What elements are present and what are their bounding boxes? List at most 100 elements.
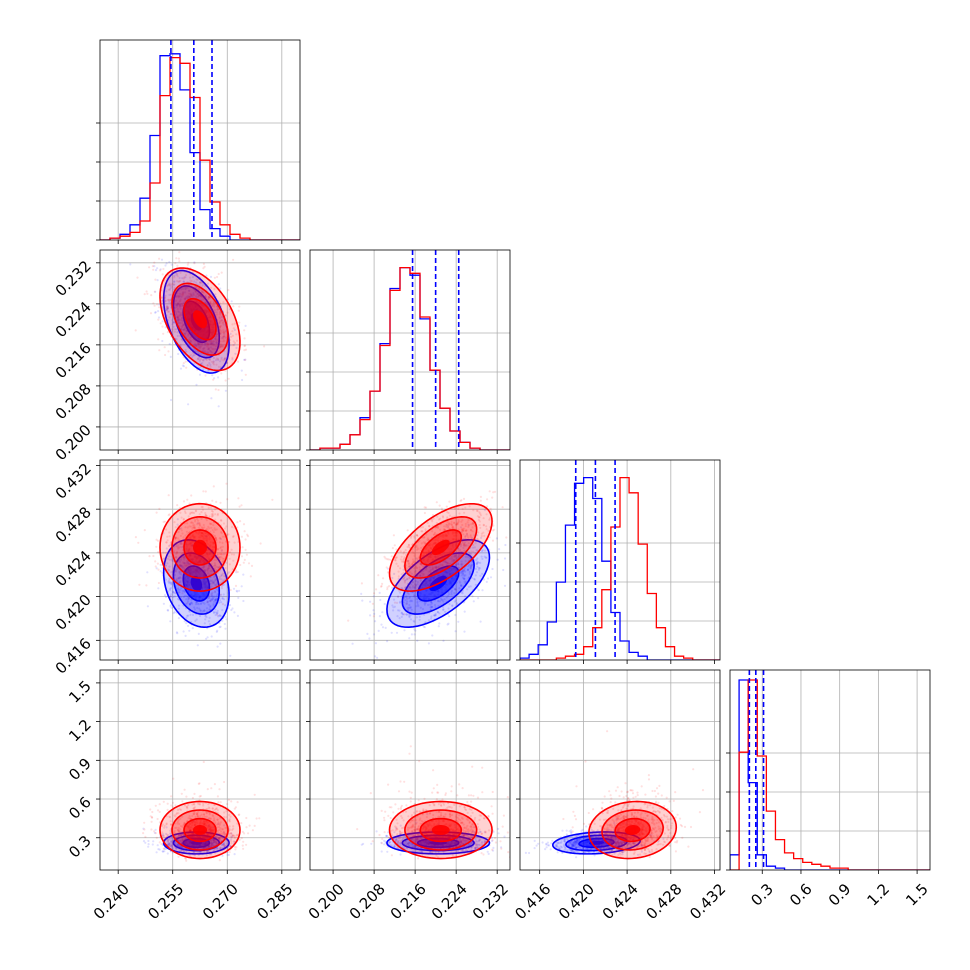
scatter-point [223,574,226,578]
scatter-point [461,507,464,511]
scatter-point [185,563,188,567]
scatter-point [210,580,213,583]
panel-frame [519,459,721,661]
scatter-point [197,343,200,346]
scatter-point [410,608,413,612]
y-tick-label: 0.420 [52,591,95,634]
scatter-point [180,542,183,546]
scatter-point [393,544,396,547]
scatter-point [182,517,185,521]
scatter-point [381,611,384,614]
scatter-point [471,563,474,566]
scatter-point [206,601,209,604]
scatter-point [209,844,213,847]
scatter-point [164,264,167,267]
scatter-point [227,571,230,574]
scatter-point [462,573,465,576]
scatter-point [407,593,410,596]
scatter-point [212,301,215,304]
scatter-point [206,569,209,572]
scatter-point [175,579,178,582]
scatter-point [166,284,169,288]
scatter-point [461,576,464,579]
scatter-point [199,358,203,361]
scatter-point [178,260,181,263]
panel-content [310,460,510,660]
scatter-point [215,357,218,360]
scatter-point [190,353,193,356]
scatter-point [188,562,192,565]
scatter-point [195,281,198,284]
scatter-point [181,542,184,545]
scatter-point [220,337,223,340]
scatter-point [217,365,220,368]
scatter-point [193,280,196,283]
scatter-point [430,617,433,620]
scatter-point [205,607,209,610]
scatter-point [429,570,432,573]
y-tick-label: 0.200 [52,421,95,464]
scatter-point [212,378,215,381]
scatter-point [216,514,219,517]
scatter-point [459,526,463,529]
scatter-point [177,318,180,321]
scatter-point [182,595,185,598]
scatter-point [157,568,160,571]
panel-content [100,670,300,870]
scatter-point [179,304,182,307]
scatter-point [178,591,181,594]
scatter-point [210,635,213,638]
scatter-point [213,841,216,844]
scatter-point [182,328,185,331]
scatter-point [166,331,169,334]
scatter-point [488,517,491,520]
scatter-point [204,618,207,621]
scatter-point [400,612,403,615]
scatter-point [169,832,172,835]
scatter-point [465,529,468,532]
scatter-point [166,562,169,565]
scatter-point [188,289,191,292]
scatter-point [368,637,371,640]
scatter-point [174,262,177,265]
scatter-point [191,627,194,630]
scatter-point [405,613,408,616]
scatter-point [192,293,195,296]
scatter-point [212,843,215,846]
scatter-point [457,566,460,570]
scatter-point [435,567,438,570]
scatter-point [214,611,217,614]
scatter-point [192,524,195,527]
scatter-point [219,287,222,290]
scatter-point [180,565,183,568]
scatter-point [470,564,473,567]
scatter-point [206,600,209,604]
scatter-point [208,566,211,570]
scatter-point [406,591,409,594]
scatter-point [183,510,187,513]
scatter-point [462,542,466,546]
scatter-point [215,341,218,344]
scatter-point [168,843,171,846]
scatter-point [373,612,376,616]
scatter-point [452,525,455,528]
scatter-point [225,561,228,565]
scatter-point [188,339,191,342]
scatter-point [221,597,224,600]
scatter-point [491,496,494,499]
scatter-point [450,556,453,559]
scatter-point [222,321,225,324]
scatter-point [463,568,466,572]
scatter-point [464,581,467,585]
scatter-point [177,530,180,534]
scatter-point [447,622,450,625]
scatter-point [175,313,178,316]
scatter-point [433,533,436,536]
scatter-point [397,565,400,568]
scatter-point [167,568,170,571]
scatter-point [390,631,393,634]
scatter-point [220,372,223,375]
scatter-point [476,515,479,518]
scatter-point [204,514,207,517]
scatter-point [414,586,417,589]
